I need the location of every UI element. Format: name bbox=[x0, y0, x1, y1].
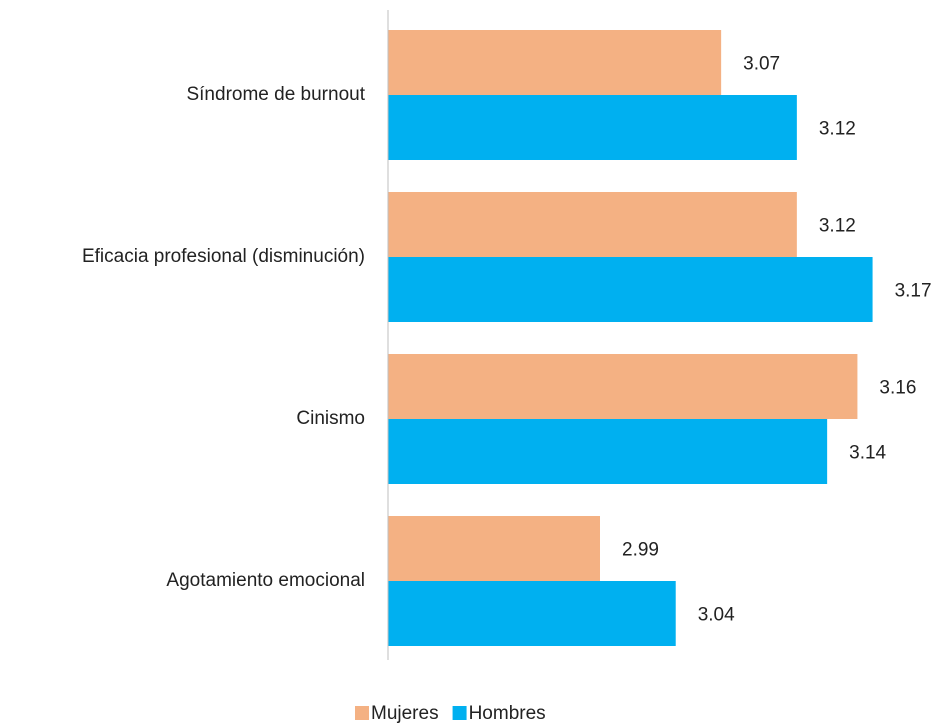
legend-label: Mujeres bbox=[371, 703, 439, 724]
y-tick-label: Síndrome de burnout bbox=[186, 84, 365, 105]
bar bbox=[388, 192, 797, 257]
bar bbox=[388, 581, 676, 646]
y-tick-label: Eficacia profesional (disminución) bbox=[82, 246, 365, 267]
value-label: 3.07 bbox=[743, 54, 780, 75]
legend-swatch bbox=[452, 706, 467, 720]
bar bbox=[388, 419, 828, 484]
value-label: 3.17 bbox=[895, 281, 932, 302]
bar bbox=[388, 30, 722, 95]
bar bbox=[388, 516, 600, 581]
value-label: 3.04 bbox=[698, 605, 735, 626]
legend-swatch bbox=[355, 706, 369, 720]
value-label: 2.99 bbox=[622, 540, 659, 561]
y-tick-label: Cinismo bbox=[296, 408, 365, 429]
bar bbox=[388, 95, 797, 160]
y-tick-label: Agotamiento emocional bbox=[166, 570, 365, 591]
value-label: 3.12 bbox=[819, 216, 856, 237]
bar bbox=[388, 354, 858, 419]
value-label: 3.14 bbox=[849, 443, 886, 464]
legend-label: Hombres bbox=[469, 703, 546, 724]
bar bbox=[388, 257, 873, 322]
value-label: 3.16 bbox=[879, 378, 916, 399]
value-label: 3.12 bbox=[819, 119, 856, 140]
